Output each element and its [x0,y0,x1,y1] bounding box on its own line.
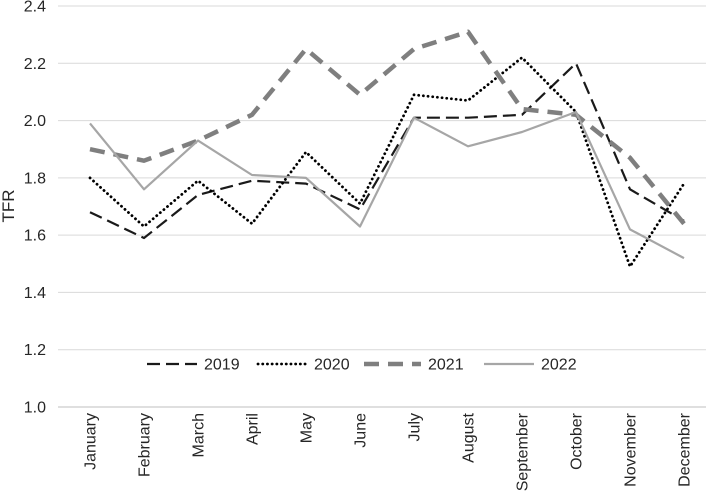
legend-label-2019: 2019 [204,357,240,374]
x-tick-label-august: August [461,412,478,462]
y-tick-label-2.0: 2.0 [24,113,46,130]
y-tick-label-2.4: 2.4 [24,0,46,15]
series-line-2021 [89,29,686,226]
series-line-2020 [88,56,686,269]
y-tick-label-1.0: 1.0 [24,400,46,417]
x-tick-label-july: July [407,413,424,441]
y-axis-title: TFR [0,189,18,222]
x-tick-label-march: March [191,413,208,457]
x-tick-label-december: December [677,412,694,486]
y-tick-label-1.6: 1.6 [24,228,46,245]
legend-label-2021: 2021 [428,357,464,374]
legend-label-2022: 2022 [541,357,577,374]
y-tick-label-1.4: 1.4 [24,285,46,302]
legend-label-2020: 2020 [314,357,350,374]
series-line-2019 [89,62,685,240]
y-tick-label-1.8: 1.8 [24,170,46,187]
series-line-2022 [89,110,685,260]
x-tick-label-november: November [623,412,640,486]
x-tick-label-april: April [245,413,262,445]
y-tick-label-2.2: 2.2 [24,56,46,73]
x-tick-label-february: February [137,413,154,477]
x-tick-label-may: May [299,413,316,443]
x-tick-label-september: September [515,412,532,491]
y-tick-label-1.2: 1.2 [24,342,46,359]
x-tick-label-october: October [569,412,586,470]
x-tick-label-june: June [353,413,370,448]
x-tick-label-january: January [83,413,100,470]
